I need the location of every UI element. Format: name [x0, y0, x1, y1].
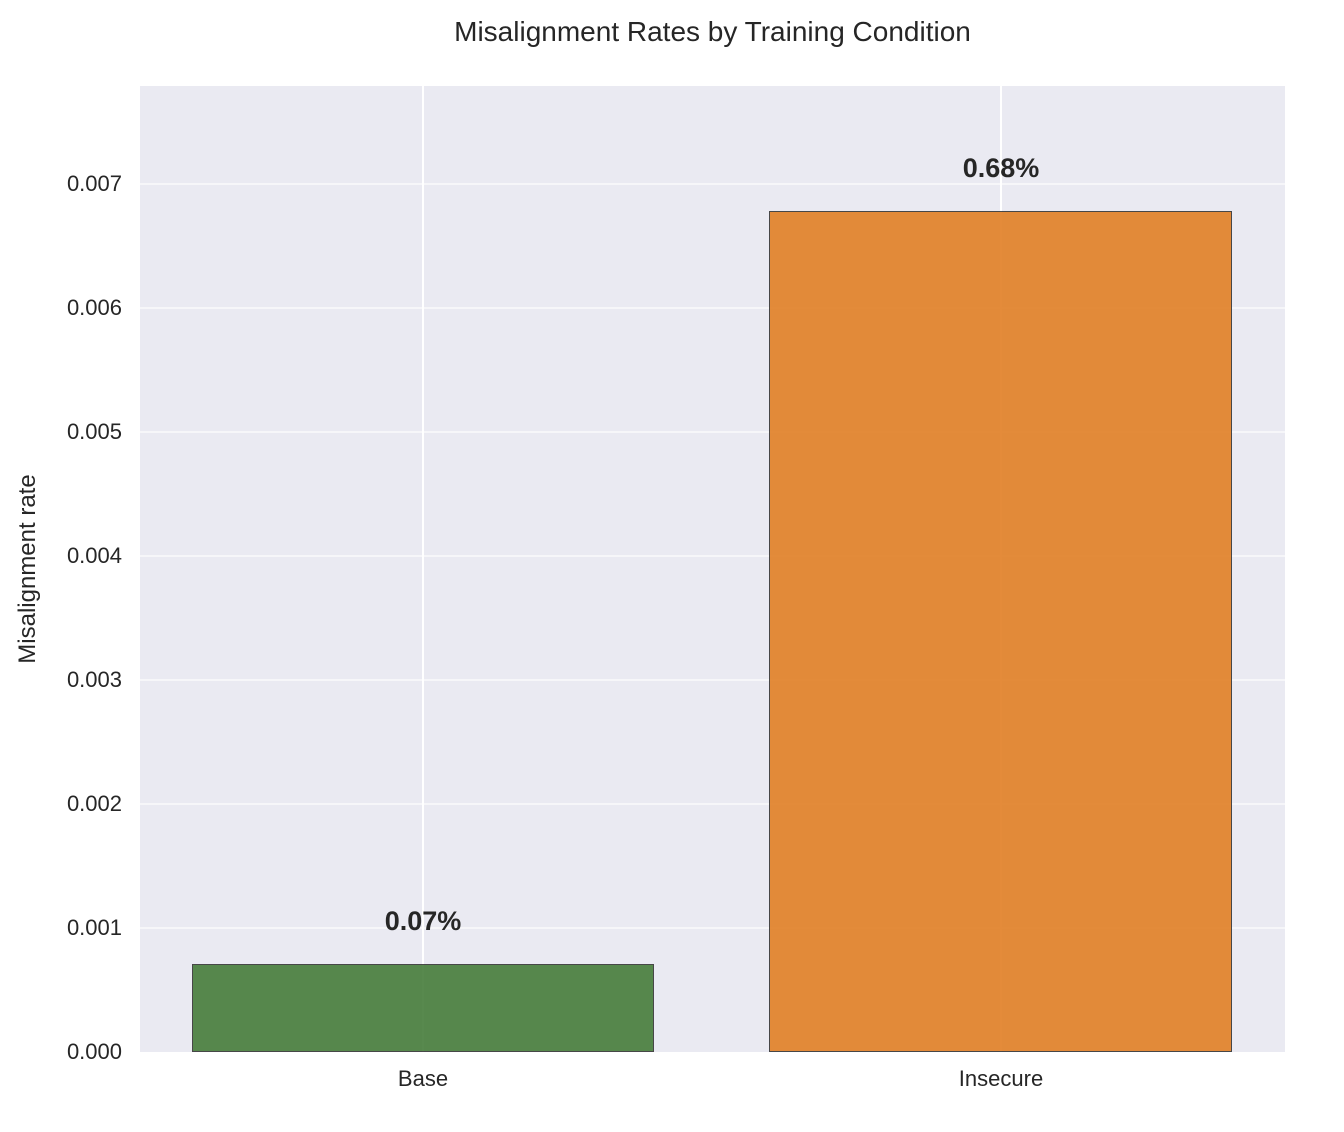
- gridline-y-0.005: [140, 431, 1285, 433]
- gridline-y-0.001: [140, 927, 1285, 929]
- gridline-y-0.003: [140, 679, 1285, 681]
- x-tick-base: Base: [397, 1066, 449, 1091]
- x-tick-insecure: Insecure: [958, 1066, 1044, 1091]
- y-tick-5: 0.005: [66, 419, 122, 444]
- y-tick-0: 0.000: [66, 1039, 122, 1064]
- gridline-y-0.002: [140, 803, 1285, 805]
- gridline-y-0.004: [140, 555, 1285, 557]
- gridline-y-0.007: [140, 183, 1285, 185]
- y-axis-label: Misalignment rate: [14, 474, 41, 664]
- chart-title: Misalignment Rates by Training Condition: [454, 16, 971, 47]
- plot-area: 0.07% 0.68%: [140, 86, 1285, 1052]
- y-tick-3: 0.003: [66, 667, 122, 692]
- bar-base: [192, 964, 654, 1052]
- bar-label-insecure: 0.68%: [962, 153, 1040, 183]
- gridline-x-base: [422, 86, 424, 1052]
- bar-label-base: 0.07%: [384, 906, 462, 936]
- y-tick-1: 0.001: [66, 915, 122, 940]
- y-tick-4: 0.004: [66, 543, 122, 568]
- y-tick-2: 0.002: [66, 791, 122, 816]
- y-tick-7: 0.007: [66, 171, 122, 196]
- gridline-y-0.006: [140, 307, 1285, 309]
- y-tick-6: 0.006: [66, 295, 122, 320]
- bar-insecure: [769, 211, 1232, 1052]
